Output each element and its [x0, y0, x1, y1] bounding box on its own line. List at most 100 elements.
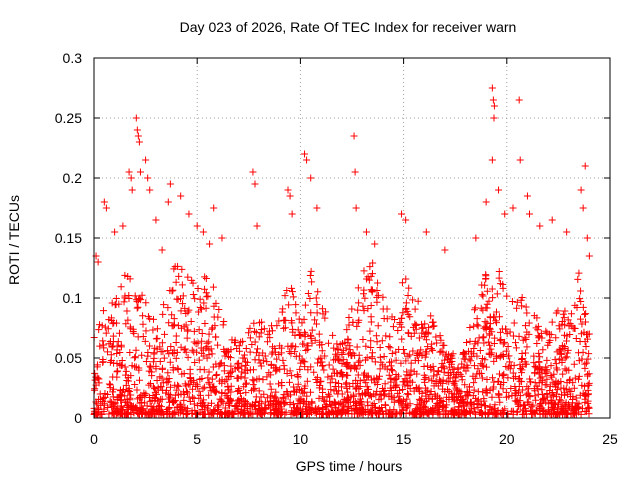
data-point — [199, 385, 207, 393]
data-point — [460, 364, 468, 372]
data-point — [370, 375, 378, 383]
data-point — [199, 410, 207, 418]
data-point — [543, 366, 551, 374]
data-point — [581, 162, 589, 170]
data-point — [206, 384, 214, 392]
data-point — [360, 376, 368, 384]
data-point — [403, 368, 411, 376]
data-point — [404, 381, 412, 389]
data-point — [532, 396, 540, 404]
data-point — [257, 329, 265, 337]
data-point — [204, 374, 212, 382]
data-point — [362, 342, 370, 350]
data-point — [482, 389, 490, 397]
data-point — [523, 383, 531, 391]
data-point — [253, 222, 261, 230]
data-point — [169, 286, 177, 294]
data-point — [505, 392, 513, 400]
data-point — [146, 362, 154, 370]
data-point — [478, 291, 486, 299]
data-point — [456, 410, 464, 418]
data-point — [518, 366, 526, 374]
data-point — [230, 410, 238, 418]
data-point — [119, 222, 127, 230]
data-point — [364, 372, 372, 380]
data-point — [248, 340, 256, 348]
data-point — [333, 369, 341, 377]
data-point — [304, 400, 312, 408]
data-point — [248, 403, 256, 411]
data-point — [100, 344, 108, 352]
y-tick-label: 0.3 — [63, 50, 83, 66]
data-point — [283, 388, 291, 396]
data-point — [198, 349, 206, 357]
data-point — [164, 304, 172, 312]
data-point — [501, 210, 509, 218]
data-point — [344, 394, 352, 402]
data-point — [172, 332, 180, 340]
data-point — [282, 316, 290, 324]
data-point — [584, 381, 592, 389]
data-point — [128, 362, 136, 370]
data-point — [495, 313, 503, 321]
data-point — [470, 379, 478, 387]
data-point — [373, 293, 381, 301]
data-point — [576, 315, 584, 323]
data-point — [584, 397, 592, 405]
data-point — [165, 395, 173, 403]
data-point — [294, 399, 302, 407]
data-point — [319, 393, 327, 401]
data-point — [416, 350, 424, 358]
data-point — [582, 310, 590, 318]
data-point — [327, 408, 335, 416]
data-point — [473, 321, 481, 329]
data-point — [366, 327, 374, 335]
data-point — [322, 403, 330, 411]
data-point — [113, 319, 121, 327]
data-point — [379, 361, 387, 369]
data-point — [205, 380, 213, 388]
data-point — [436, 332, 444, 340]
data-point — [504, 343, 512, 351]
data-point — [581, 318, 589, 326]
data-point — [139, 405, 147, 413]
data-point — [483, 287, 491, 295]
data-point — [381, 401, 389, 409]
data-point — [152, 365, 160, 373]
data-point — [483, 375, 491, 383]
data-point — [124, 386, 132, 394]
data-point — [186, 365, 194, 373]
data-point — [132, 346, 140, 354]
data-point — [142, 390, 150, 398]
data-point — [504, 352, 512, 360]
data-point — [127, 410, 135, 418]
data-point — [548, 318, 556, 326]
data-point — [267, 385, 275, 393]
data-point — [381, 387, 389, 395]
data-point — [492, 317, 500, 325]
data-point — [357, 398, 365, 406]
data-point — [325, 390, 333, 398]
data-point — [109, 373, 117, 381]
data-point — [133, 386, 141, 394]
data-point — [559, 344, 567, 352]
data-point — [488, 328, 496, 336]
data-point — [513, 298, 521, 306]
data-point — [453, 386, 461, 394]
data-point — [299, 357, 307, 365]
data-point — [488, 156, 496, 164]
data-point — [504, 410, 512, 418]
data-point — [279, 356, 287, 364]
data-point — [307, 267, 315, 275]
data-point — [359, 406, 367, 414]
data-point — [170, 346, 178, 354]
data-point — [177, 307, 185, 315]
data-point — [388, 350, 396, 358]
data-point — [146, 342, 154, 350]
data-point — [141, 337, 149, 345]
data-point — [214, 401, 222, 409]
data-point — [396, 396, 404, 404]
data-point — [149, 326, 157, 334]
data-point — [307, 309, 315, 317]
